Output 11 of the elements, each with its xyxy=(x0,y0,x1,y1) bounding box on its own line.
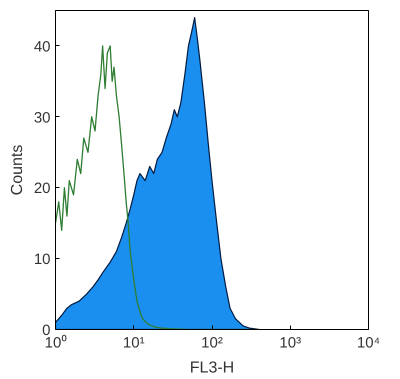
y-tick-label: 20 xyxy=(34,180,51,198)
x-tick-label: 10⁴ xyxy=(356,334,380,352)
y-tick-label: 40 xyxy=(34,38,51,56)
x-tick-label: 10³ xyxy=(279,334,302,352)
y-tick-label: 10 xyxy=(34,251,51,268)
y-tick-label: 30 xyxy=(34,109,51,126)
x-tick-label: 10¹ xyxy=(122,334,145,352)
x-tick-label: 10² xyxy=(201,334,223,352)
x-axis-title: FL3-H xyxy=(190,360,234,376)
x-tick-label: 10⁰ xyxy=(44,334,66,352)
y-axis-title: Counts xyxy=(8,144,26,196)
